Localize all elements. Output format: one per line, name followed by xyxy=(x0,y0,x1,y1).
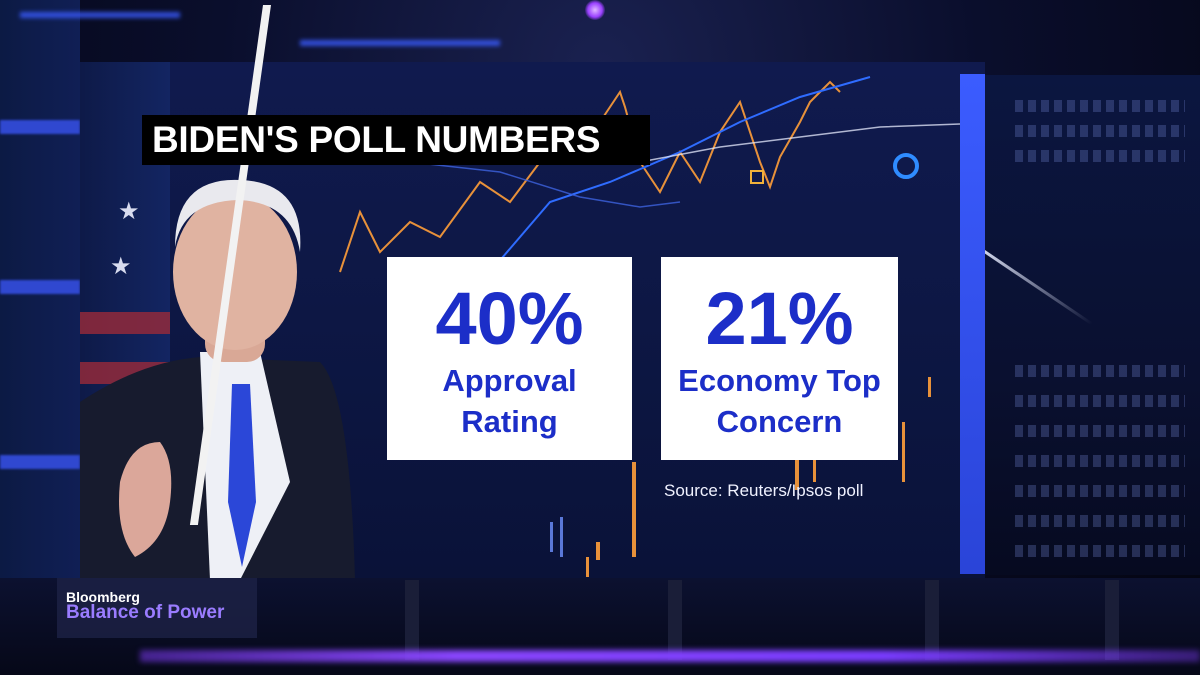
blue-trend-line xyxy=(489,76,871,273)
screen-post xyxy=(668,580,682,660)
square-marker-icon xyxy=(750,170,764,184)
stat-label: Approval xyxy=(442,363,577,398)
ticker-row xyxy=(1015,515,1185,527)
blue-trend-line xyxy=(409,161,681,208)
right-ticker-wall xyxy=(985,75,1200,575)
orange-price-line xyxy=(339,80,841,273)
ceiling-light xyxy=(20,12,180,18)
stat-value: 40% xyxy=(435,277,584,360)
stat-value: 21% xyxy=(705,277,854,360)
candlestick xyxy=(596,542,600,560)
floor-light-strip xyxy=(140,650,1200,662)
source-caption: Source: Reuters/Ipsos poll xyxy=(664,481,864,500)
wall-light-stripe xyxy=(0,280,80,294)
blue-tie xyxy=(228,384,256,567)
screen-edge-glow xyxy=(960,74,985,574)
candlestick xyxy=(928,377,931,397)
ticker-row xyxy=(1015,100,1185,112)
candlestick xyxy=(902,422,905,482)
stat-label: Rating xyxy=(461,404,558,439)
white-trend-line xyxy=(639,123,961,163)
network-logo: Bloomberg xyxy=(66,589,140,605)
stat-label: Economy Top xyxy=(678,363,881,398)
candlestick xyxy=(632,462,636,557)
stat-label: Concern xyxy=(716,404,843,439)
screen-post xyxy=(1105,580,1119,660)
light-streak xyxy=(985,250,1093,326)
candlestick xyxy=(550,522,553,552)
ceiling-spotlight xyxy=(585,0,605,20)
candlestick xyxy=(560,517,563,557)
face xyxy=(173,194,297,350)
star-icon: ★ xyxy=(118,198,140,225)
ticker-row xyxy=(1015,365,1185,377)
show-name: Balance of Power xyxy=(66,602,225,623)
star-icon: ★ xyxy=(110,253,132,280)
ticker-row xyxy=(1015,455,1185,467)
speaker-portrait xyxy=(80,179,355,580)
stat-card-economy: 21% Economy Top Concern xyxy=(661,257,898,460)
candlestick xyxy=(795,452,799,490)
flag-stripe xyxy=(80,312,170,334)
ceiling-light xyxy=(300,40,500,46)
stat-card-approval: 40% Approval Rating xyxy=(387,257,632,460)
title-banner xyxy=(142,115,650,165)
screen-post xyxy=(405,580,419,660)
left-wall xyxy=(0,0,80,675)
ticker-row xyxy=(1015,485,1185,497)
ticker-row xyxy=(1015,425,1185,437)
background-market-chart xyxy=(339,76,961,577)
ticker-row xyxy=(1015,125,1185,137)
screen-post xyxy=(925,580,939,660)
ticker-row xyxy=(1015,395,1185,407)
white-hair xyxy=(175,179,301,252)
raised-hand xyxy=(119,442,172,557)
circle-marker-icon xyxy=(893,153,919,179)
graphic-title: BIDEN'S POLL NUMBERS xyxy=(152,119,601,160)
wall-light-stripe xyxy=(0,455,80,469)
ticker-row xyxy=(1015,150,1185,162)
candlestick xyxy=(813,457,816,482)
wall-light-stripe xyxy=(0,120,80,134)
ticker-row xyxy=(1015,545,1185,557)
candlestick xyxy=(586,557,589,577)
show-logo-bug xyxy=(57,578,257,638)
